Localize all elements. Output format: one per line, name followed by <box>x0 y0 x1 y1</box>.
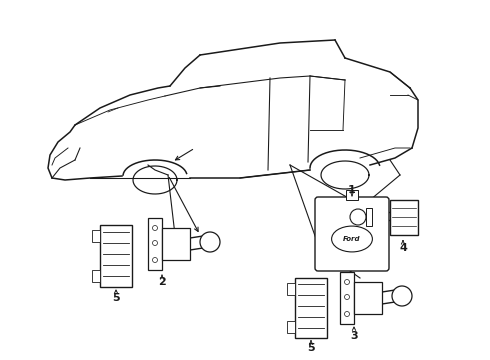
Circle shape <box>392 286 412 306</box>
Circle shape <box>200 232 220 252</box>
Circle shape <box>344 279 349 284</box>
Bar <box>92 270 100 282</box>
Bar <box>346 190 358 200</box>
Circle shape <box>344 311 349 316</box>
Circle shape <box>152 240 157 246</box>
FancyBboxPatch shape <box>315 197 389 271</box>
Bar <box>340 272 354 324</box>
Bar <box>354 282 382 314</box>
Circle shape <box>350 209 366 225</box>
Circle shape <box>344 294 349 300</box>
Bar <box>92 230 100 242</box>
Bar <box>295 278 327 338</box>
Text: 5: 5 <box>112 293 120 303</box>
Text: 5: 5 <box>307 343 315 353</box>
Bar <box>148 218 162 270</box>
Bar <box>390 200 418 235</box>
Text: 4: 4 <box>399 243 407 253</box>
Text: Ford: Ford <box>343 236 361 242</box>
Ellipse shape <box>332 226 372 252</box>
Circle shape <box>152 257 157 262</box>
Bar <box>366 208 372 226</box>
Text: 3: 3 <box>350 331 358 341</box>
Bar <box>287 321 295 333</box>
Text: 1: 1 <box>348 185 356 195</box>
Bar <box>162 228 190 260</box>
Bar <box>287 283 295 295</box>
Bar <box>100 225 132 287</box>
Circle shape <box>152 225 157 230</box>
Text: 2: 2 <box>158 277 166 287</box>
